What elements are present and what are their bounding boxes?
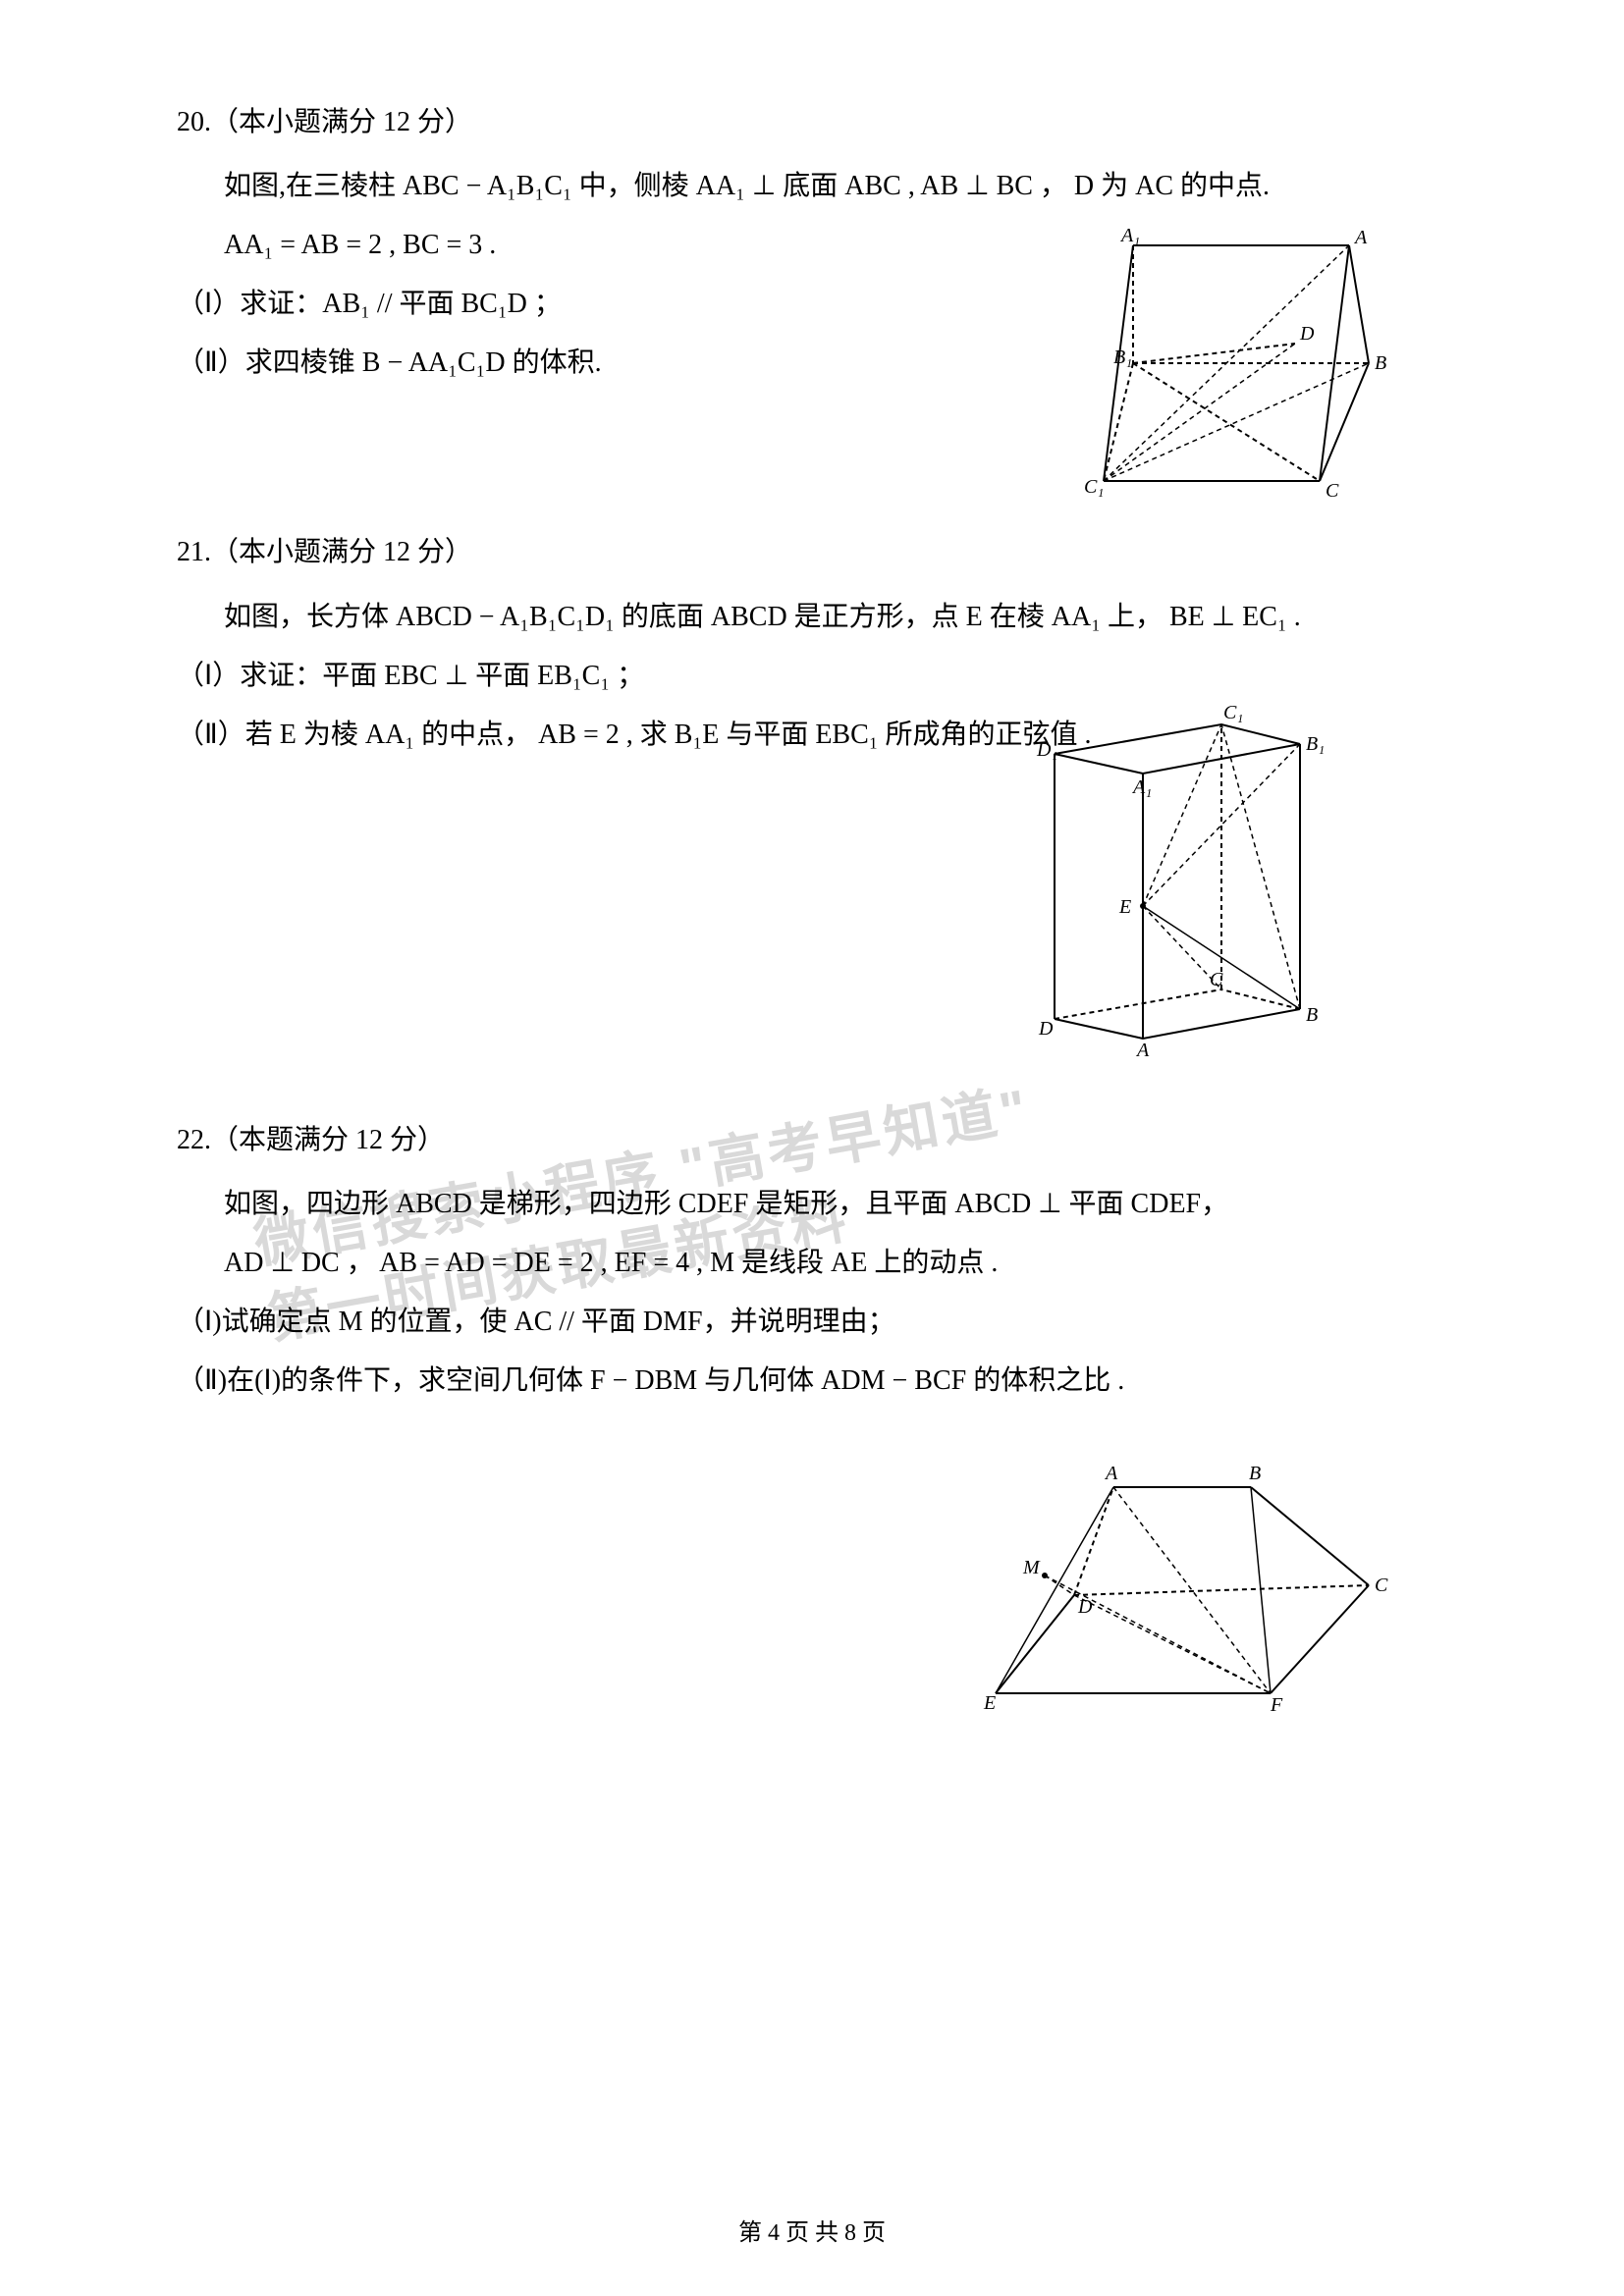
svg-text:M: M [1022, 1557, 1041, 1578]
trapezoid-diagram-icon: A B C D E F M [956, 1448, 1388, 1723]
problem-22: 22.（本题满分 12 分） 如图，四边形 ABCD 是梯形，四边形 CDEF … [177, 1116, 1447, 1723]
figure-20: A₁ A B₁ B C₁ C D [1074, 216, 1408, 510]
svg-text:E: E [983, 1692, 996, 1714]
svg-text:D₁: D₁ [1036, 739, 1057, 761]
svg-text:A₁: A₁ [1119, 225, 1140, 246]
problem-21-line1: 如图，长方体 ABCD − A₁B₁C₁D₁ 的底面 ABCD 是正方形，点 E… [177, 590, 1447, 645]
svg-text:C₁: C₁ [1084, 476, 1104, 498]
svg-text:A: A [1353, 227, 1368, 248]
page-footer: 第 4 页 共 8 页 [0, 2213, 1624, 2247]
svg-text:B₁: B₁ [1113, 347, 1132, 368]
problem-22-header: 22.（本题满分 12 分） [177, 1116, 1447, 1165]
problem-20-line1: 如图,在三棱柱 ABC − A₁B₁C₁ 中，侧棱 AA₁ ⊥ 底面 ABC ,… [177, 159, 1447, 214]
svg-text:B: B [1249, 1463, 1261, 1484]
svg-text:C: C [1326, 480, 1339, 502]
problem-22-line2: AD ⊥ DC ， AB = AD = DE = 2 , EF = 4 , M … [177, 1236, 1447, 1291]
svg-text:D: D [1077, 1596, 1093, 1618]
svg-text:D: D [1038, 1018, 1054, 1040]
problem-21: 21.（本小题满分 12 分） 如图，长方体 ABCD − A₁B₁C₁D₁ 的… [177, 528, 1447, 762]
problem-22-part1: （Ⅰ)试确定点 M 的位置，使 AC // 平面 DMF，并说明理由； [177, 1295, 1447, 1350]
figure-21: D₁ A₁ B₁ C₁ D A B C E [996, 666, 1349, 1058]
prism-diagram-icon: A₁ A B₁ B C₁ C D [1074, 216, 1408, 510]
svg-text:D: D [1299, 323, 1315, 345]
svg-text:C: C [1210, 969, 1223, 990]
svg-text:C₁: C₁ [1223, 702, 1243, 723]
svg-text:B: B [1375, 352, 1386, 374]
figure-22: A B C D E F M [956, 1448, 1388, 1723]
problem-21-header: 21.（本小题满分 12 分） [177, 528, 1447, 577]
svg-text:C: C [1375, 1575, 1388, 1596]
svg-text:A₁: A₁ [1131, 776, 1152, 798]
svg-text:B₁: B₁ [1306, 733, 1325, 755]
svg-text:A: A [1135, 1040, 1150, 1058]
cuboid-diagram-icon: D₁ A₁ B₁ C₁ D A B C E [996, 666, 1349, 1058]
problem-22-line1: 如图，四边形 ABCD 是梯形，四边形 CDEF 是矩形，且平面 ABCD ⊥ … [177, 1177, 1447, 1232]
problem-20-header: 20.（本小题满分 12 分） [177, 98, 1447, 147]
svg-text:B: B [1306, 1004, 1318, 1026]
svg-text:E: E [1118, 896, 1131, 918]
svg-text:F: F [1270, 1694, 1283, 1716]
problem-22-part2: （Ⅱ)在(Ⅰ)的条件下，求空间几何体 F − DBM 与几何体 ADM − BC… [177, 1354, 1447, 1409]
problem-20: 20.（本小题满分 12 分） 如图,在三棱柱 ABC − A₁B₁C₁ 中，侧… [177, 98, 1447, 391]
svg-text:A: A [1104, 1463, 1118, 1484]
